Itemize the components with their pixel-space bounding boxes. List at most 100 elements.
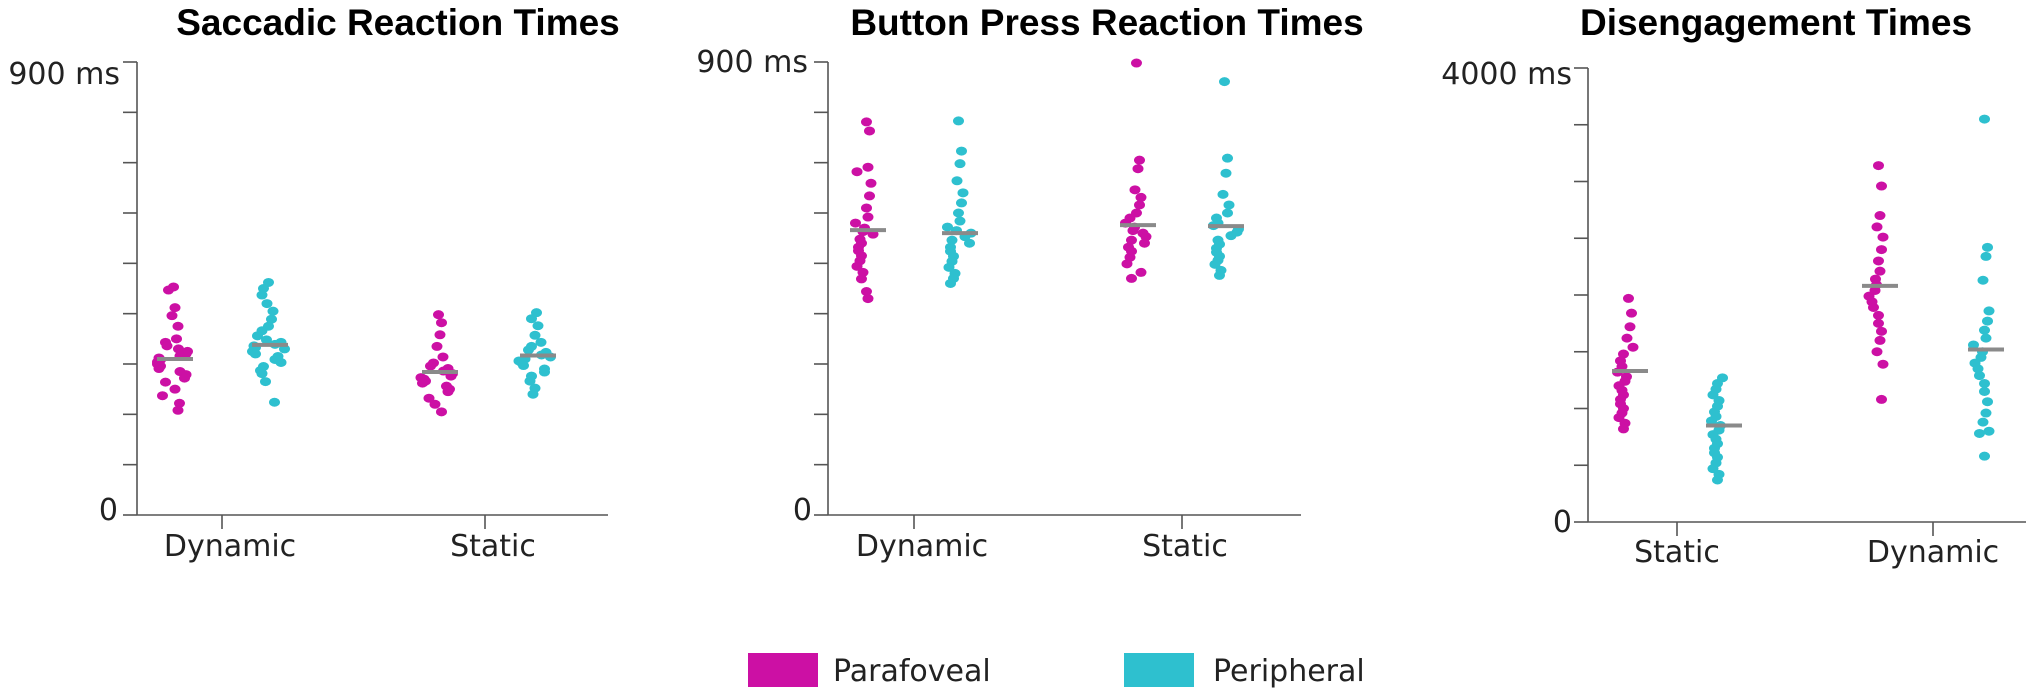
data-point-parafoveal: [1134, 200, 1145, 210]
data-point-parafoveal: [1868, 302, 1879, 312]
x-category-label: Static: [450, 529, 536, 564]
data-point-parafoveal: [174, 398, 185, 408]
data-point-peripheral: [943, 262, 955, 272]
data-point-parafoveal: [157, 391, 168, 401]
data-point-peripheral: [953, 116, 964, 126]
data-point-parafoveal: [1877, 232, 1889, 242]
data-point-parafoveal: [1135, 192, 1147, 202]
data-point-peripheral: [1972, 364, 1984, 374]
data-point-parafoveal: [179, 373, 190, 383]
data-point-parafoveal: [851, 167, 863, 177]
data-marks: [152, 277, 556, 417]
data-point-peripheral: [261, 299, 273, 309]
data-point-peripheral: [269, 397, 280, 407]
panel-saccadic: Saccadic Reaction Times 900 ms 0 Dynamic…: [8, 2, 619, 564]
data-point-parafoveal: [172, 321, 184, 331]
y-min-label: 0: [1553, 505, 1572, 540]
data-point-peripheral: [1225, 231, 1237, 241]
data-point-parafoveal: [1874, 266, 1886, 276]
data-point-parafoveal: [166, 311, 178, 321]
data-point-peripheral: [1220, 168, 1232, 178]
y-max-label: 900 ms: [8, 57, 120, 92]
data-point-parafoveal: [161, 341, 173, 351]
data-point-parafoveal: [1871, 347, 1883, 357]
y-ticks: [814, 61, 828, 516]
data-point-parafoveal: [173, 344, 184, 354]
panel-disengagement: Disengagement Times 4000 ms 0 Static Dyn…: [1441, 2, 2026, 570]
data-point-peripheral: [1222, 208, 1233, 218]
data-point-peripheral: [1217, 189, 1229, 199]
x-category-label: Static: [1634, 535, 1720, 570]
data-point-parafoveal: [436, 318, 447, 328]
data-point-parafoveal: [433, 310, 444, 320]
data-point-peripheral: [1979, 451, 1990, 461]
data-point-parafoveal: [1135, 267, 1147, 277]
panel-title: Button Press Reaction Times: [850, 2, 1363, 43]
data-point-peripheral: [527, 389, 539, 399]
data-point-peripheral: [266, 314, 277, 324]
data-point-peripheral: [535, 337, 547, 347]
data-point-parafoveal: [861, 287, 872, 297]
data-point-peripheral: [945, 278, 956, 288]
data-point-parafoveal: [1134, 155, 1145, 165]
data-point-peripheral: [529, 330, 541, 340]
data-point-parafoveal: [1621, 333, 1633, 343]
data-point-parafoveal: [864, 126, 875, 136]
data-point-parafoveal: [1626, 308, 1637, 318]
data-point-peripheral: [1209, 259, 1221, 269]
data-point-peripheral: [1982, 397, 1993, 407]
data-point-parafoveal: [160, 377, 171, 387]
legend: Parafoveal Peripheral: [748, 653, 1365, 689]
panel-title: Saccadic Reaction Times: [176, 2, 620, 43]
data-point-peripheral: [518, 361, 529, 371]
data-point-peripheral: [1968, 340, 1979, 350]
data-point-parafoveal: [1121, 259, 1133, 269]
data-point-parafoveal: [1876, 394, 1887, 404]
data-point-peripheral: [1974, 428, 1985, 438]
legend-label: Parafoveal: [833, 654, 991, 689]
data-point-peripheral: [275, 357, 287, 367]
data-point-peripheral: [1214, 270, 1225, 280]
data-point-peripheral: [1223, 200, 1235, 210]
y-ticks: [1574, 67, 1588, 523]
x-ticks: [1676, 522, 1934, 536]
data-point-parafoveal: [851, 261, 863, 271]
data-point-peripheral: [250, 349, 261, 359]
data-point-parafoveal: [1624, 322, 1636, 332]
panel-title: Disengagement Times: [1580, 2, 1972, 43]
data-point-peripheral: [1222, 153, 1233, 163]
data-point-peripheral: [956, 146, 967, 156]
data-point-peripheral: [526, 314, 537, 324]
data-point-peripheral: [1219, 77, 1230, 87]
data-point-peripheral: [260, 377, 271, 387]
data-point-parafoveal: [850, 218, 861, 228]
data-point-parafoveal: [153, 364, 165, 374]
x-ticks: [221, 515, 486, 529]
data-point-peripheral: [1974, 371, 1985, 381]
data-point-parafoveal: [1127, 226, 1139, 236]
data-point-peripheral: [953, 208, 964, 218]
data-point-parafoveal: [1618, 349, 1629, 359]
data-point-parafoveal: [1132, 164, 1144, 174]
data-point-peripheral: [1980, 408, 1992, 418]
data-point-parafoveal: [436, 407, 447, 417]
data-point-peripheral: [954, 216, 966, 226]
data-point-parafoveal: [1126, 235, 1137, 245]
data-point-parafoveal: [434, 330, 446, 340]
data-point-parafoveal: [862, 294, 874, 304]
data-point-peripheral: [1979, 386, 1990, 396]
data-point-parafoveal: [862, 212, 874, 222]
data-point-peripheral: [964, 238, 975, 248]
data-point-peripheral: [956, 198, 967, 208]
data-point-parafoveal: [431, 341, 443, 351]
data-point-parafoveal: [169, 384, 181, 394]
data-point-parafoveal: [1873, 161, 1884, 171]
data-point-peripheral: [267, 306, 279, 316]
x-category-label: Dynamic: [1867, 535, 1999, 570]
data-point-parafoveal: [425, 361, 436, 371]
data-point-peripheral: [946, 235, 958, 245]
data-point-parafoveal: [1876, 181, 1887, 191]
data-point-peripheral: [942, 222, 953, 232]
data-point-peripheral: [1977, 417, 1989, 427]
data-point-parafoveal: [429, 399, 441, 409]
